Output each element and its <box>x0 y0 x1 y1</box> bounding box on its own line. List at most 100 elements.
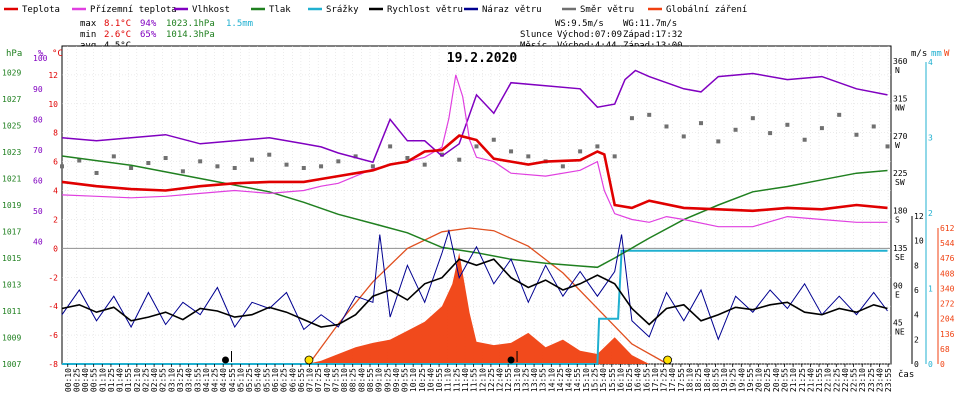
wind-direction-point <box>647 112 652 117</box>
wind-direction-point <box>180 169 185 174</box>
rain-unit: mm <box>931 49 942 59</box>
wind-direction-point <box>215 164 220 169</box>
pressure-tick-label: 1019 <box>2 201 21 210</box>
direction-tick-label: 90 <box>893 281 903 290</box>
x-tick-label: 12:25 <box>487 368 496 392</box>
radiation-tick-label: 476 <box>940 254 955 263</box>
legend-label: Srážky <box>326 5 359 15</box>
x-tick-label: 06:10 <box>271 368 280 392</box>
x-tick-label: 21:10 <box>789 368 798 392</box>
legend-item: Srážky <box>308 5 359 15</box>
info-sun-label: Slunce <box>520 30 553 40</box>
x-tick-label: 07:25 <box>314 368 323 392</box>
x-tick-label: 01:25 <box>107 368 116 392</box>
radiation-tick-label: 204 <box>940 315 955 324</box>
x-tick-label: 10:25 <box>418 368 427 392</box>
direction-tick-label: 270 <box>893 132 908 141</box>
ground-temperature-line <box>61 74 888 228</box>
x-tick-label: 00:10 <box>64 368 73 392</box>
x-tick-label: 16:40 <box>634 368 643 392</box>
stats-label: min <box>80 30 96 40</box>
wind-direction-point <box>319 164 324 169</box>
temperature-tick-label: -8 <box>48 360 58 369</box>
x-tick-label: 06:55 <box>297 368 306 392</box>
x-tick-label: 07:55 <box>331 368 340 392</box>
temperature-tick-label: 6 <box>53 158 58 167</box>
wind-direction-point <box>249 157 254 162</box>
x-tick-label: 22:25 <box>832 368 841 392</box>
direction-tick-name: NE <box>895 328 905 337</box>
x-tick-label: 19:10 <box>720 368 729 392</box>
wind-direction-point <box>871 124 876 129</box>
x-tick-label: 17:10 <box>651 368 660 392</box>
x-tick-label: 19:25 <box>729 368 738 392</box>
radiation-tick-label: 340 <box>940 284 955 293</box>
x-tick-label: 05:55 <box>262 368 271 392</box>
wind-direction-point <box>267 152 272 157</box>
rain-tick-label: 1 <box>928 285 933 294</box>
x-tick-label: 18:10 <box>686 368 695 392</box>
wind-direction-point <box>439 152 444 157</box>
x-tick-label: 16:10 <box>616 368 625 392</box>
wind-direction-point <box>699 121 704 126</box>
x-tick-label: 21:25 <box>798 368 807 392</box>
x-tick-label: 03:10 <box>167 368 176 392</box>
radiation-tick-label: 544 <box>940 239 955 248</box>
pressure-tick-label: 1029 <box>2 69 21 78</box>
x-tick-label: 03:25 <box>176 368 185 392</box>
wind-direction-point <box>681 134 686 139</box>
radiation-tick-label: 136 <box>940 330 955 339</box>
x-tick-label: 05:40 <box>254 368 263 392</box>
x-tick-label: 13:40 <box>530 368 539 392</box>
x-tick-label: 08:55 <box>366 368 375 392</box>
wind-unit: m/s <box>911 49 927 59</box>
temperature-tick-label: 2 <box>53 215 58 224</box>
wind-direction-point <box>802 137 807 142</box>
stats-temp: 8.1°C <box>104 19 131 29</box>
x-tick-label: 20:25 <box>763 368 772 392</box>
stats-humidity: 94% <box>140 19 157 29</box>
radiation-tick-label: 68 <box>940 345 950 354</box>
x-tick-label: 15:25 <box>591 368 600 392</box>
x-tick-label: 17:55 <box>677 368 686 392</box>
humidity-tick-label: 80 <box>33 115 43 124</box>
radiation-tick-label: 408 <box>940 269 955 278</box>
x-tick-label: 03:55 <box>193 368 202 392</box>
direction-tick-name: SE <box>895 253 905 262</box>
wind-direction-point <box>750 116 755 121</box>
wind-direction-point <box>77 158 82 163</box>
legend-label: Vlhkost <box>192 5 230 15</box>
x-tick-label: 19:40 <box>737 368 746 392</box>
legend-item: Globální záření <box>648 5 747 15</box>
legend-item: Vlhkost <box>174 5 230 15</box>
temperature-tick-label: -6 <box>48 331 58 340</box>
stats-pressure: 1014.3hPa <box>166 30 215 40</box>
x-tick-label: 01:10 <box>98 368 107 392</box>
wind-direction-point <box>716 139 721 144</box>
x-tick-label: 09:40 <box>392 368 401 392</box>
x-tick-label: 15:40 <box>599 368 608 392</box>
wind-direction-point <box>232 165 237 170</box>
x-tick-label: 10:55 <box>435 368 444 392</box>
radiation-area <box>307 252 650 364</box>
wind-direction-point <box>768 131 773 136</box>
x-tick-label: 05:10 <box>236 368 245 392</box>
x-tick-label: 12:55 <box>504 368 513 392</box>
wind-direction-point <box>526 154 531 159</box>
radiation-tick-label: 0 <box>940 360 945 369</box>
wind-direction-point <box>837 112 842 117</box>
wind-direction-point <box>94 170 99 175</box>
x-tick-label: 11:40 <box>461 368 470 392</box>
x-tick-label: 23:25 <box>867 368 876 392</box>
x-tick-label: 04:25 <box>211 368 220 392</box>
wind-direction-point <box>129 165 134 170</box>
pressure-tick-label: 1007 <box>2 360 21 369</box>
sunrise-marker <box>304 355 314 365</box>
x-tick-label: 09:10 <box>375 368 384 392</box>
x-tick-label: 10:40 <box>426 368 435 392</box>
x-tick-label: 04:55 <box>228 368 237 392</box>
stats-temp: 2.6°C <box>104 30 131 40</box>
moonrise-marker <box>221 356 229 364</box>
wind-direction-point <box>664 124 669 129</box>
